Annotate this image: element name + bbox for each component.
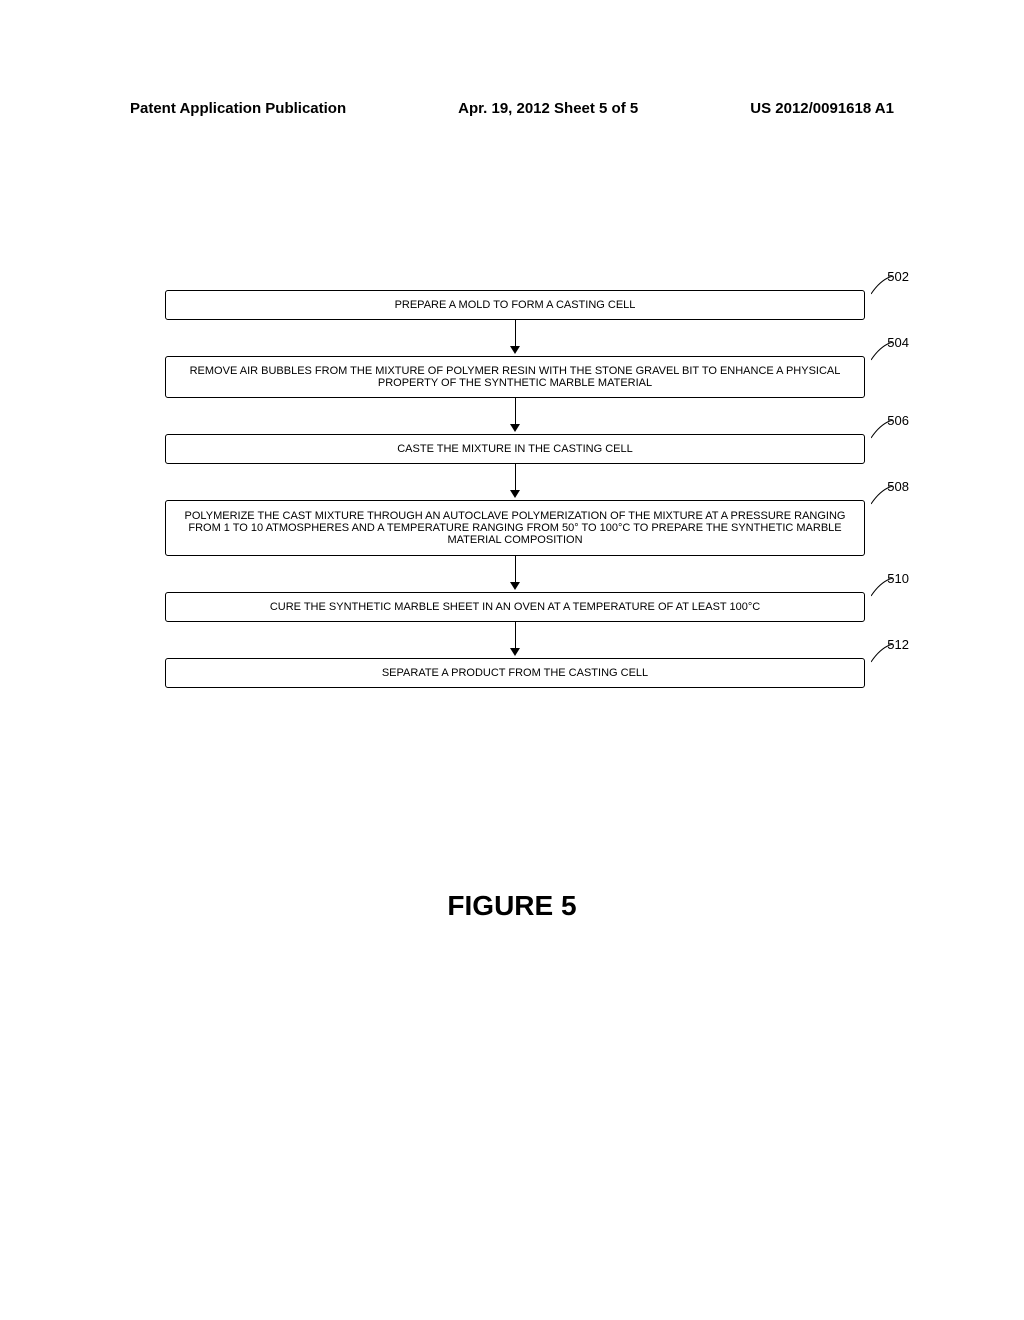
flowchart-step-512: 512 SEPARATE A PRODUCT FROM THE CASTING … — [165, 658, 865, 688]
arrow-line-icon — [515, 398, 516, 426]
arrow-head-icon — [510, 346, 520, 354]
arrow-head-icon — [510, 424, 520, 432]
header-publication: Patent Application Publication — [130, 100, 346, 117]
arrow-head-icon — [510, 648, 520, 656]
flowchart-step-502: 502 PREPARE A MOLD TO FORM A CASTING CEL… — [165, 290, 865, 320]
flowchart-step-510: 510 CURE THE SYNTHETIC MARBLE SHEET IN A… — [165, 592, 865, 622]
callout-label: 512 — [887, 637, 909, 652]
step-text: CASTE THE MIXTURE IN THE CASTING CELL — [397, 443, 633, 455]
flowchart-arrow — [165, 398, 865, 434]
header-date-sheet: Apr. 19, 2012 Sheet 5 of 5 — [458, 100, 638, 117]
flowchart-arrow — [165, 320, 865, 356]
step-text: POLYMERIZE THE CAST MIXTURE THROUGH AN A… — [178, 510, 852, 546]
flowchart-arrow — [165, 556, 865, 592]
callout-label: 502 — [887, 269, 909, 284]
figure-label: FIGURE 5 — [0, 890, 1024, 922]
arrow-head-icon — [510, 490, 520, 498]
flowchart: 502 PREPARE A MOLD TO FORM A CASTING CEL… — [165, 290, 865, 688]
callout-label: 508 — [887, 479, 909, 494]
arrow-line-icon — [515, 556, 516, 584]
step-text: PREPARE A MOLD TO FORM A CASTING CELL — [395, 299, 636, 311]
flowchart-step-504: 504 REMOVE AIR BUBBLES FROM THE MIXTURE … — [165, 356, 865, 398]
step-text: CURE THE SYNTHETIC MARBLE SHEET IN AN OV… — [270, 601, 760, 613]
flowchart-arrow — [165, 622, 865, 658]
callout-label: 504 — [887, 335, 909, 350]
step-text: SEPARATE A PRODUCT FROM THE CASTING CELL — [382, 667, 648, 679]
header-patent-number: US 2012/0091618 A1 — [750, 100, 894, 117]
flowchart-step-506: 506 CASTE THE MIXTURE IN THE CASTING CEL… — [165, 434, 865, 464]
arrow-head-icon — [510, 582, 520, 590]
flowchart-arrow — [165, 464, 865, 500]
callout-label: 510 — [887, 571, 909, 586]
callout-label: 506 — [887, 413, 909, 428]
arrow-line-icon — [515, 464, 516, 492]
step-text: REMOVE AIR BUBBLES FROM THE MIXTURE OF P… — [178, 365, 852, 389]
arrow-line-icon — [515, 320, 516, 348]
flowchart-step-508: 508 POLYMERIZE THE CAST MIXTURE THROUGH … — [165, 500, 865, 556]
page-header: Patent Application Publication Apr. 19, … — [0, 100, 1024, 117]
arrow-line-icon — [515, 622, 516, 650]
